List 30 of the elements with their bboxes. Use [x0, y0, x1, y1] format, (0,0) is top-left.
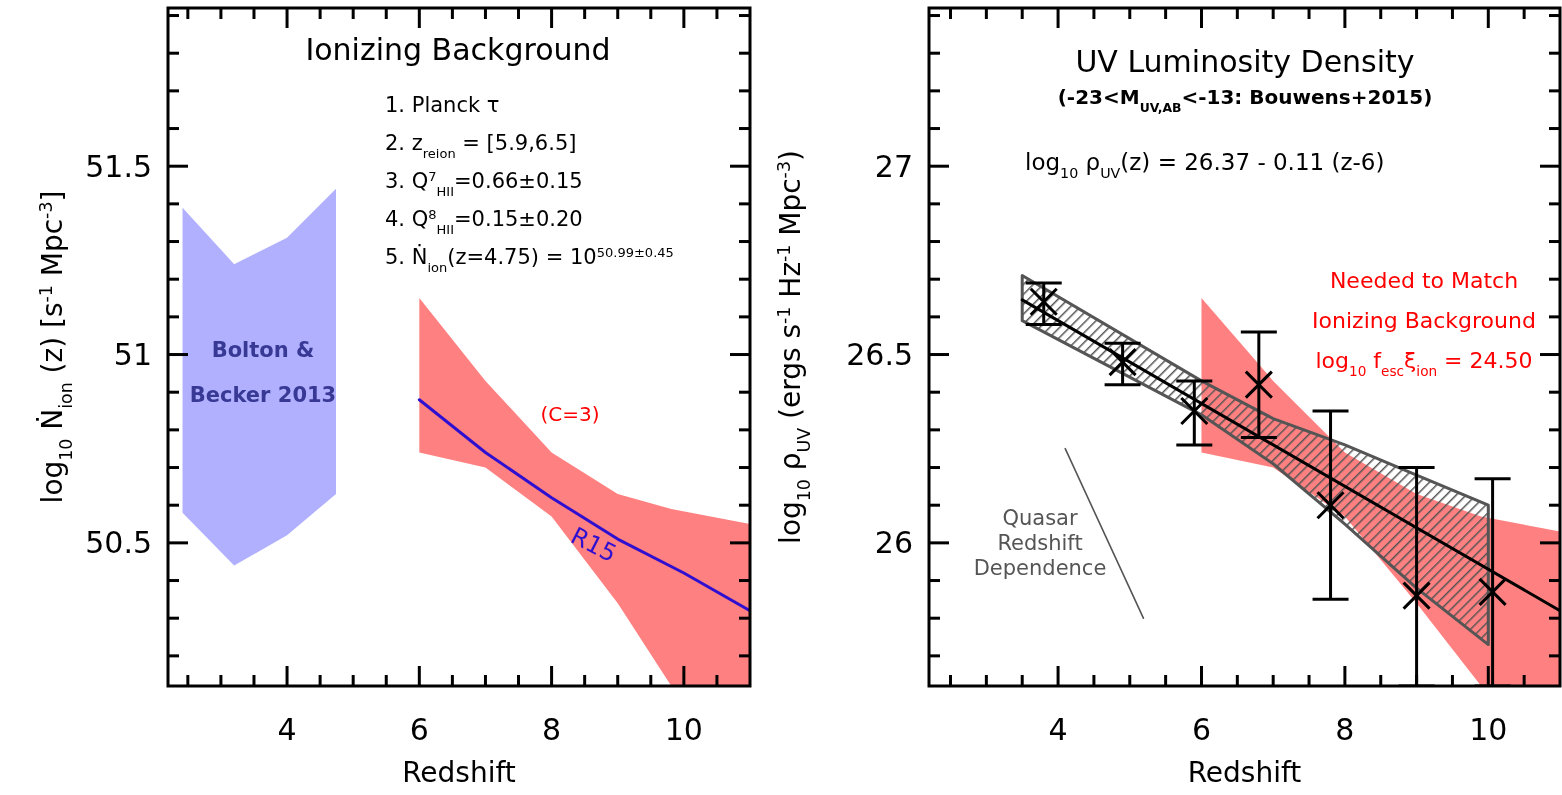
annotation: 1. Planck τ: [385, 93, 500, 117]
x-axis-title: Redshift: [402, 756, 516, 789]
annotation: Bolton & Becker 2013: [189, 338, 337, 407]
y-tick-label: 51.5: [85, 148, 152, 184]
y-tick-label: 26: [874, 525, 913, 561]
text: Ionizing Background: [305, 32, 611, 67]
text: R15: [566, 521, 622, 569]
x-tick-label: 6: [1191, 712, 1212, 747]
text: Needed to Match Ionizing Background log$_{10}$ f$_{esc}$ξ$_{ion}$ = 24.50: [1312, 268, 1536, 379]
x-tick-label: 10: [1469, 712, 1508, 747]
x-tick-label: 10: [664, 712, 703, 747]
y-tick-label: 51: [113, 337, 152, 373]
annotation: log$_{10}$ ρ$_{UV}$(z) = 26.37 - 0.11 (z-6): [1025, 149, 1385, 181]
legend-label: (C=3): [540, 402, 600, 426]
y-tick-label: 50.5: [85, 525, 152, 561]
annotation: 3. Q$^{7}$$_{HII}$=0.66±0.15: [385, 168, 583, 199]
x-tick-label: 6: [409, 712, 429, 747]
text: (-23<M$_{UV,AB}$<-13: Bouwens+2015): [1057, 85, 1433, 115]
y-tick-label: 26.5: [846, 337, 913, 373]
x-tick-label: 4: [277, 712, 297, 747]
x-axis-title: Redshift: [1187, 756, 1302, 789]
x-tick-label: 8: [542, 712, 562, 747]
annotation: 2. z$_{reion}$ = [5.9,6.5]: [385, 131, 577, 161]
annotation: 5. Ṅ$_{ion}$(z=4.75) = 10$^{50.99±0.45}$: [385, 244, 674, 275]
series-label: Quasar Redshift Dependence: [973, 506, 1107, 580]
annotation: 4. Q$^{8}$$_{HII}$=0.15±0.20: [385, 206, 583, 237]
x-tick-label: 4: [1048, 712, 1068, 747]
y-tick-label: 27: [874, 148, 913, 184]
text: UV Luminosity Density: [1075, 44, 1415, 79]
x-tick-label: 8: [1335, 712, 1355, 747]
